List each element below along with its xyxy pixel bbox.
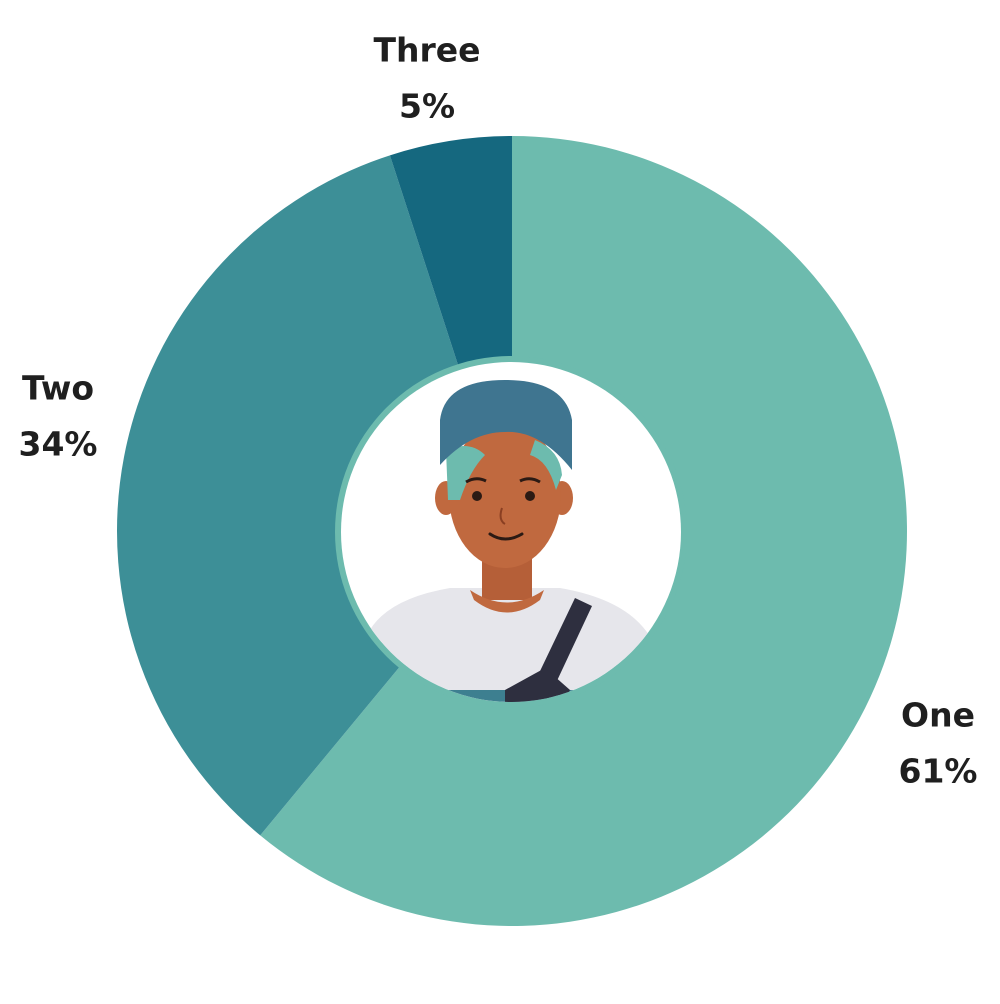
slice xyxy=(116,155,460,836)
slice-value-label: 34% xyxy=(19,425,98,464)
slice-value-label: 5% xyxy=(399,87,455,126)
avatar xyxy=(335,356,687,708)
slice-label: One xyxy=(901,696,975,735)
slice-label: Two xyxy=(22,369,94,408)
donut xyxy=(116,136,908,926)
labels: One 61% Two 34% Three 5% xyxy=(19,31,978,791)
slice xyxy=(389,136,512,370)
slice xyxy=(260,136,908,926)
slice-value-label: 61% xyxy=(899,752,978,791)
slice-label: Three xyxy=(373,31,480,70)
